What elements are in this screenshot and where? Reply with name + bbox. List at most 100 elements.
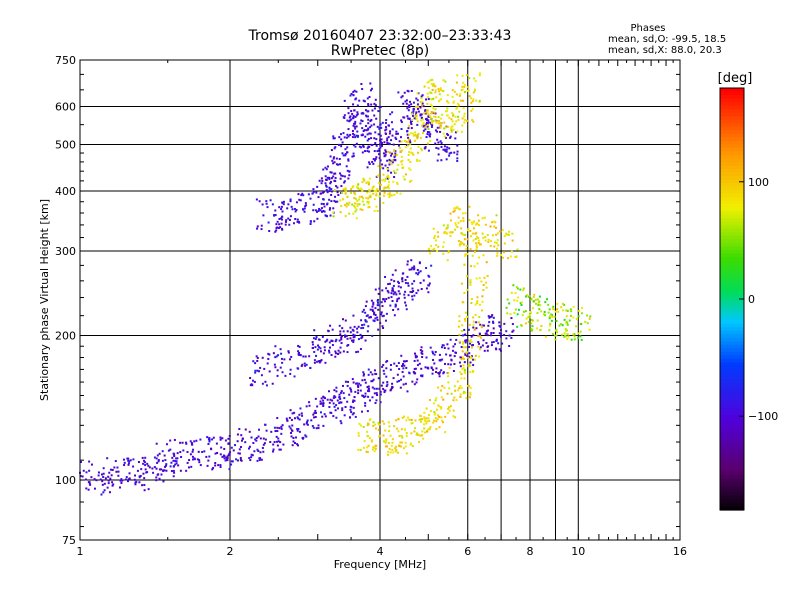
data-point	[509, 313, 512, 316]
data-point	[199, 438, 202, 441]
data-point	[127, 478, 130, 481]
data-point	[291, 444, 294, 447]
data-point	[452, 409, 455, 412]
data-point	[462, 346, 465, 349]
data-point	[127, 463, 130, 466]
data-point	[463, 118, 466, 121]
data-point	[291, 424, 294, 427]
data-point	[366, 330, 369, 333]
data-point	[441, 385, 444, 388]
data-point	[468, 323, 471, 326]
data-point	[421, 124, 424, 127]
data-point	[380, 138, 383, 141]
data-point	[405, 308, 408, 311]
data-point	[421, 94, 424, 97]
data-point	[276, 220, 279, 223]
data-point	[289, 368, 292, 371]
data-point	[102, 491, 105, 494]
data-point	[263, 367, 266, 370]
colorbar-segment	[720, 422, 744, 427]
data-point	[388, 160, 391, 163]
data-point	[442, 224, 445, 227]
data-point	[478, 74, 481, 77]
data-point	[387, 184, 390, 187]
data-point	[446, 392, 449, 395]
data-point	[430, 366, 433, 369]
data-point	[462, 243, 465, 246]
data-point	[440, 159, 443, 162]
data-point	[416, 159, 419, 162]
data-point	[412, 134, 415, 137]
data-point	[281, 210, 284, 213]
data-point	[464, 233, 467, 236]
data-point	[386, 137, 389, 140]
data-point	[87, 481, 90, 484]
data-point	[458, 244, 461, 247]
colorbar-segment	[720, 168, 744, 173]
data-point	[369, 126, 372, 129]
data-point	[461, 88, 464, 91]
data-point	[366, 435, 369, 438]
data-point	[343, 397, 346, 400]
data-point	[177, 464, 180, 467]
data-point	[256, 448, 259, 451]
data-point	[228, 452, 231, 455]
data-point	[560, 306, 563, 309]
data-point	[384, 445, 387, 448]
colorbar-segment	[720, 189, 744, 195]
data-point	[162, 469, 165, 472]
data-point	[431, 372, 434, 375]
data-point	[375, 373, 378, 376]
data-point	[237, 452, 240, 455]
data-point	[396, 300, 399, 303]
colorbar-segment	[720, 98, 744, 103]
data-point	[409, 168, 412, 171]
data-point	[296, 428, 299, 431]
data-point	[176, 452, 179, 455]
data-point	[478, 303, 481, 306]
data-point	[358, 422, 361, 425]
data-point	[494, 226, 497, 229]
data-point	[552, 333, 555, 336]
colorbar-segment	[720, 204, 744, 209]
data-point	[332, 157, 335, 160]
data-point	[417, 132, 420, 135]
data-point	[164, 465, 167, 468]
data-point	[443, 135, 446, 138]
colorbar-segment	[720, 323, 744, 328]
data-point	[503, 322, 506, 325]
data-point	[354, 115, 357, 118]
data-point	[486, 275, 489, 278]
data-point	[326, 398, 329, 401]
data-point	[373, 150, 376, 153]
data-point	[123, 461, 126, 464]
data-point	[362, 394, 365, 397]
data-point	[143, 461, 146, 464]
data-point	[288, 218, 291, 221]
data-point	[423, 85, 426, 88]
data-point	[356, 130, 359, 133]
data-point	[410, 112, 413, 115]
data-point	[464, 212, 467, 215]
data-point	[458, 340, 461, 343]
data-point	[280, 427, 283, 430]
data-point	[393, 175, 396, 178]
data-point	[484, 223, 487, 226]
data-point	[351, 155, 354, 158]
colorbar-segment	[720, 182, 744, 188]
data-point	[483, 276, 486, 279]
data-point	[406, 263, 409, 266]
data-point	[402, 116, 405, 119]
data-point	[557, 310, 560, 313]
data-point	[475, 244, 478, 247]
data-point	[319, 400, 322, 403]
data-point	[390, 139, 393, 142]
data-point	[479, 323, 482, 326]
data-point	[544, 301, 547, 304]
data-points	[79, 72, 592, 496]
data-point	[495, 233, 498, 236]
data-point	[465, 351, 468, 354]
data-point	[341, 175, 344, 178]
data-point	[341, 409, 344, 412]
data-point	[443, 347, 446, 350]
